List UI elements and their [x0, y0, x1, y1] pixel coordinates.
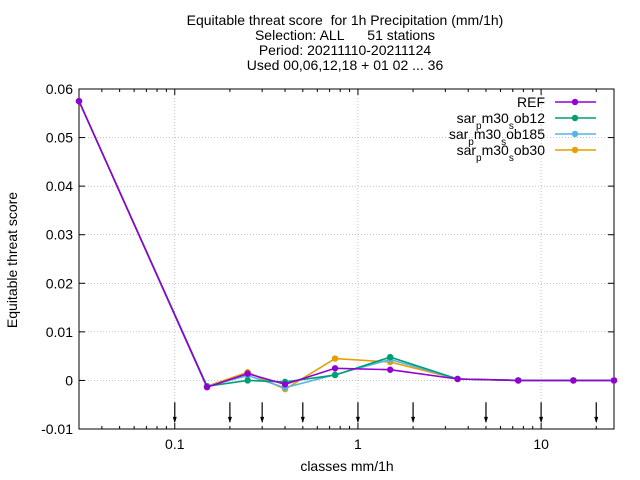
y-axis-label: Equitable threat score	[4, 192, 20, 328]
legend-label-part: m30	[474, 126, 501, 142]
data-point	[331, 371, 339, 379]
y-tick-label: 0.03	[46, 227, 73, 243]
legend-label-part: ob12	[514, 110, 545, 126]
data-point	[610, 377, 618, 384]
plot-frame	[78, 88, 615, 430]
x-axis-label: classes mm/1h	[300, 458, 393, 474]
class-marker-head	[483, 416, 488, 424]
legend-label-part: sar	[457, 142, 477, 158]
legend-label-part: p	[468, 137, 474, 148]
chart-title-line-1: Equitable threat score for 1h Precipitat…	[186, 12, 504, 28]
class-marker-head	[594, 416, 599, 424]
data-point	[331, 355, 339, 362]
y-tick-label: 0.01	[46, 324, 73, 340]
legend-label-part: ob185	[506, 126, 545, 142]
legend-label-part: s	[501, 137, 506, 148]
data-point	[570, 377, 577, 384]
legend-label: sarpm30sob12	[457, 110, 546, 132]
x-tick-label: 10	[533, 436, 549, 452]
legend-label-part: m30	[482, 142, 509, 158]
legend-marker	[571, 114, 579, 122]
x-tick-label: 0.1	[165, 436, 185, 452]
legend-marker	[571, 130, 579, 138]
data-point	[75, 97, 83, 105]
grid-lines	[79, 89, 614, 429]
y-tick-label: 0.05	[46, 130, 73, 146]
data-point	[386, 366, 394, 373]
class-marker-head	[411, 416, 416, 424]
legend-marker	[571, 146, 579, 154]
data-point	[386, 353, 394, 361]
data-point	[454, 375, 461, 383]
legend-label-part: p	[476, 121, 482, 132]
legend-label: sarpm30sob30	[457, 142, 546, 164]
data-point	[244, 377, 251, 384]
legend-label-part: sar	[449, 126, 469, 142]
class-marker-head	[227, 416, 232, 424]
class-marker-head	[172, 416, 177, 424]
chart-title-line-4: Used 00,06,12,18 + 01 02 ... 36	[246, 57, 444, 73]
data-series	[75, 97, 618, 393]
series-line	[78, 100, 614, 389]
data-point	[244, 370, 251, 377]
class-marker-head	[260, 416, 265, 424]
data-point	[515, 377, 522, 384]
legend-label: REF	[517, 94, 545, 110]
data-point	[281, 381, 289, 388]
legend-label-part: m30	[482, 110, 509, 126]
legend-label-part: p	[476, 153, 482, 164]
chart-title-line-3: Period: 20211110-20211124	[258, 42, 432, 58]
class-marker-head	[539, 416, 544, 424]
y-tick-label: -0.01	[41, 421, 73, 437]
y-tick-label: 0	[65, 372, 73, 388]
legend-label-part: REF	[517, 94, 545, 110]
data-point	[203, 384, 211, 391]
legend-marker	[571, 98, 579, 106]
class-marker-head	[300, 416, 305, 424]
y-tick-label: 0.06	[46, 81, 73, 97]
legend-label-part: sar	[457, 110, 477, 126]
legend-label-part: s	[509, 153, 514, 164]
chart-title-line-2: Selection: ALL 51 stations	[254, 27, 436, 43]
legend-label-part: ob30	[514, 142, 545, 158]
legend-label: sarpm30sob185	[449, 126, 545, 148]
x-tick-label: 1	[354, 436, 362, 452]
axes: -0.01 0 0.01 0.02 0.03 0.04 0.05 0.06 0.1 1 10	[41, 81, 615, 452]
legend-label-part: s	[509, 121, 514, 132]
y-tick-label: 0.04	[46, 178, 73, 194]
data-point	[331, 365, 339, 372]
class-marker-head	[355, 416, 360, 424]
y-tick-label: 0.02	[46, 275, 73, 291]
